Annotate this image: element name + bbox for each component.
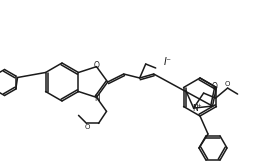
Text: N: N: [94, 94, 100, 103]
Text: O: O: [94, 61, 100, 70]
Text: I⁻: I⁻: [164, 57, 172, 67]
Text: N: N: [193, 104, 198, 113]
Text: O: O: [225, 81, 230, 87]
Text: O: O: [85, 124, 90, 130]
Text: +: +: [197, 103, 201, 108]
Text: O: O: [211, 82, 217, 91]
